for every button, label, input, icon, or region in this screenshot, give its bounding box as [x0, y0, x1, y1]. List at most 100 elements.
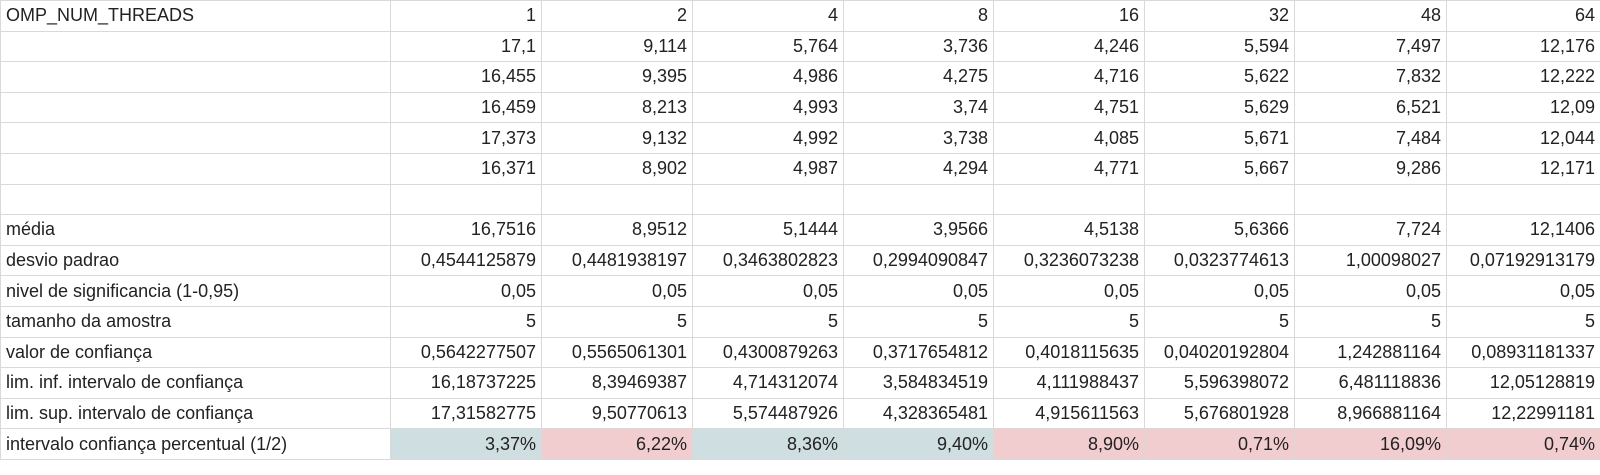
value-cell[interactable]: 1,242881164 — [1294, 336, 1447, 369]
value-cell[interactable]: 16,455 — [390, 61, 542, 93]
value-cell[interactable]: 12,176 — [1446, 30, 1600, 63]
value-cell[interactable]: 16,371 — [390, 152, 542, 185]
value-cell[interactable]: 12,044 — [1446, 122, 1600, 154]
row-label-cell[interactable]: lim. sup. intervalo de confiança — [0, 397, 391, 430]
value-cell[interactable]: 8,9512 — [541, 214, 693, 246]
value-cell[interactable]: 7,484 — [1294, 122, 1447, 154]
value-cell[interactable]: 0,0323774613 — [1144, 244, 1295, 277]
value-cell[interactable]: 2 — [541, 0, 693, 32]
row-label-cell[interactable] — [0, 30, 391, 63]
value-cell[interactable]: 5 — [1294, 305, 1447, 338]
value-cell[interactable]: 6,521 — [1294, 91, 1447, 124]
value-cell[interactable]: 4,987 — [692, 152, 844, 185]
value-cell[interactable]: 4 — [692, 0, 844, 32]
value-cell[interactable]: 0,3236073238 — [993, 244, 1145, 277]
value-cell[interactable]: 16,18737225 — [390, 367, 542, 399]
value-cell[interactable]: 5 — [843, 305, 994, 338]
value-cell[interactable]: 32 — [1144, 0, 1295, 32]
value-cell[interactable]: 4,5138 — [993, 214, 1145, 246]
value-cell[interactable]: 0,05 — [843, 275, 994, 307]
row-label-cell[interactable] — [0, 91, 391, 124]
value-cell[interactable]: 7,832 — [1294, 61, 1447, 93]
row-label-cell[interactable]: valor de confiança — [0, 336, 391, 369]
value-cell[interactable]: 5,1444 — [692, 214, 844, 246]
value-cell[interactable]: 16,09% — [1294, 428, 1447, 460]
value-cell[interactable]: 5 — [993, 305, 1145, 338]
value-cell[interactable]: 8,213 — [541, 91, 693, 124]
value-cell[interactable]: 17,31582775 — [390, 397, 542, 430]
value-cell[interactable]: 5 — [1144, 305, 1295, 338]
row-label-cell[interactable]: nivel de significancia (1-0,95) — [0, 275, 391, 307]
value-cell[interactable]: 6,481118836 — [1294, 367, 1447, 399]
value-cell[interactable]: 4,751 — [993, 91, 1145, 124]
row-label-cell[interactable] — [0, 152, 391, 185]
value-cell[interactable]: 3,736 — [843, 30, 994, 63]
value-cell[interactable]: 3,37% — [390, 428, 542, 460]
value-cell[interactable]: 5,671 — [1144, 122, 1295, 154]
value-cell[interactable]: 64 — [1446, 0, 1600, 32]
value-cell[interactable]: 0,07192913179 — [1446, 244, 1600, 277]
value-cell[interactable]: 5,574487926 — [692, 397, 844, 430]
value-cell[interactable]: 0,5642277507 — [390, 336, 542, 369]
value-cell[interactable]: 3,738 — [843, 122, 994, 154]
value-cell[interactable]: 0,3717654812 — [843, 336, 994, 369]
value-cell[interactable]: 5,6366 — [1144, 214, 1295, 246]
row-label-cell[interactable]: intervalo confiança percentual (1/2) — [0, 428, 391, 460]
value-cell[interactable]: 0,4018115635 — [993, 336, 1145, 369]
value-cell[interactable]: 0,4481938197 — [541, 244, 693, 277]
value-cell[interactable]: 12,22991181 — [1446, 397, 1600, 430]
value-cell[interactable]: 16 — [993, 0, 1145, 32]
value-cell[interactable]: 3,9566 — [843, 214, 994, 246]
value-cell[interactable]: 0,4300879263 — [692, 336, 844, 369]
value-cell[interactable]: 9,50770613 — [541, 397, 693, 430]
value-cell[interactable]: 4,294 — [843, 152, 994, 185]
value-cell[interactable]: 5,594 — [1144, 30, 1295, 63]
value-cell[interactable]: 6,22% — [541, 428, 693, 460]
row-label-cell[interactable]: lim. inf. intervalo de confiança — [0, 367, 391, 399]
value-cell[interactable] — [843, 183, 994, 216]
value-cell[interactable]: 5 — [692, 305, 844, 338]
value-cell[interactable]: 0,3463802823 — [692, 244, 844, 277]
value-cell[interactable]: 4,993 — [692, 91, 844, 124]
value-cell[interactable]: 4,714312074 — [692, 367, 844, 399]
value-cell[interactable]: 5 — [390, 305, 542, 338]
value-cell[interactable]: 5,596398072 — [1144, 367, 1295, 399]
value-cell[interactable]: 12,1406 — [1446, 214, 1600, 246]
value-cell[interactable] — [541, 183, 693, 216]
value-cell[interactable]: 8,36% — [692, 428, 844, 460]
value-cell[interactable]: 12,09 — [1446, 91, 1600, 124]
value-cell[interactable]: 5 — [541, 305, 693, 338]
value-cell[interactable]: 8,90% — [993, 428, 1145, 460]
row-label-cell[interactable]: média — [0, 214, 391, 246]
value-cell[interactable]: 8 — [843, 0, 994, 32]
value-cell[interactable]: 17,1 — [390, 30, 542, 63]
value-cell[interactable]: 4,992 — [692, 122, 844, 154]
value-cell[interactable]: 9,114 — [541, 30, 693, 63]
value-cell[interactable]: 0,05 — [390, 275, 542, 307]
value-cell[interactable]: 0,74% — [1446, 428, 1600, 460]
value-cell[interactable]: 0,05 — [1446, 275, 1600, 307]
value-cell[interactable]: 8,39469387 — [541, 367, 693, 399]
value-cell[interactable]: 12,171 — [1446, 152, 1600, 185]
value-cell[interactable]: 7,724 — [1294, 214, 1447, 246]
value-cell[interactable]: 5,667 — [1144, 152, 1295, 185]
value-cell[interactable]: 9,40% — [843, 428, 994, 460]
value-cell[interactable]: 0,5565061301 — [541, 336, 693, 369]
value-cell[interactable]: 3,74 — [843, 91, 994, 124]
value-cell[interactable]: 8,902 — [541, 152, 693, 185]
value-cell[interactable]: 4,986 — [692, 61, 844, 93]
value-cell[interactable]: 5,622 — [1144, 61, 1295, 93]
value-cell[interactable]: 4,111988437 — [993, 367, 1145, 399]
value-cell[interactable]: 0,05 — [541, 275, 693, 307]
value-cell[interactable]: 9,132 — [541, 122, 693, 154]
value-cell[interactable]: 4,328365481 — [843, 397, 994, 430]
row-label-cell[interactable]: OMP_NUM_THREADS — [0, 0, 391, 32]
value-cell[interactable]: 8,966881164 — [1294, 397, 1447, 430]
value-cell[interactable]: 48 — [1294, 0, 1447, 32]
value-cell[interactable]: 4,085 — [993, 122, 1145, 154]
value-cell[interactable]: 12,05128819 — [1446, 367, 1600, 399]
value-cell[interactable]: 5,764 — [692, 30, 844, 63]
value-cell[interactable]: 5,676801928 — [1144, 397, 1295, 430]
value-cell[interactable]: 0,05 — [1144, 275, 1295, 307]
value-cell[interactable]: 1 — [390, 0, 542, 32]
